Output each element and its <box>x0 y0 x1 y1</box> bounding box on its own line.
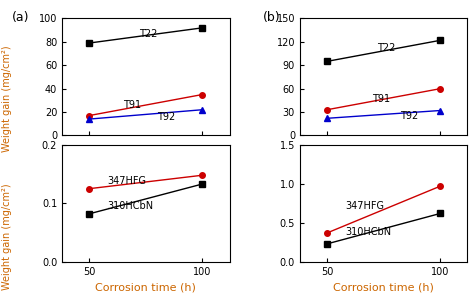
X-axis label: Corrosion time (h): Corrosion time (h) <box>95 282 196 292</box>
Text: Weight gain (mg/cm²): Weight gain (mg/cm²) <box>2 184 12 290</box>
X-axis label: Corrosion time (h): Corrosion time (h) <box>333 282 433 292</box>
Text: (b): (b) <box>262 11 280 24</box>
Text: T91: T91 <box>123 100 141 110</box>
Text: T22: T22 <box>139 29 157 39</box>
Text: 347HFG: 347HFG <box>345 201 383 211</box>
Text: T92: T92 <box>399 111 417 121</box>
Text: 347HFG: 347HFG <box>107 176 146 186</box>
Text: (a): (a) <box>12 11 29 24</box>
Text: 310HCbN: 310HCbN <box>107 201 153 211</box>
Text: T92: T92 <box>157 112 175 122</box>
Text: Weight gain (mg/cm²): Weight gain (mg/cm²) <box>2 45 12 152</box>
Text: T22: T22 <box>376 43 395 53</box>
Text: T91: T91 <box>372 94 390 104</box>
Text: 310HCbN: 310HCbN <box>345 227 390 237</box>
